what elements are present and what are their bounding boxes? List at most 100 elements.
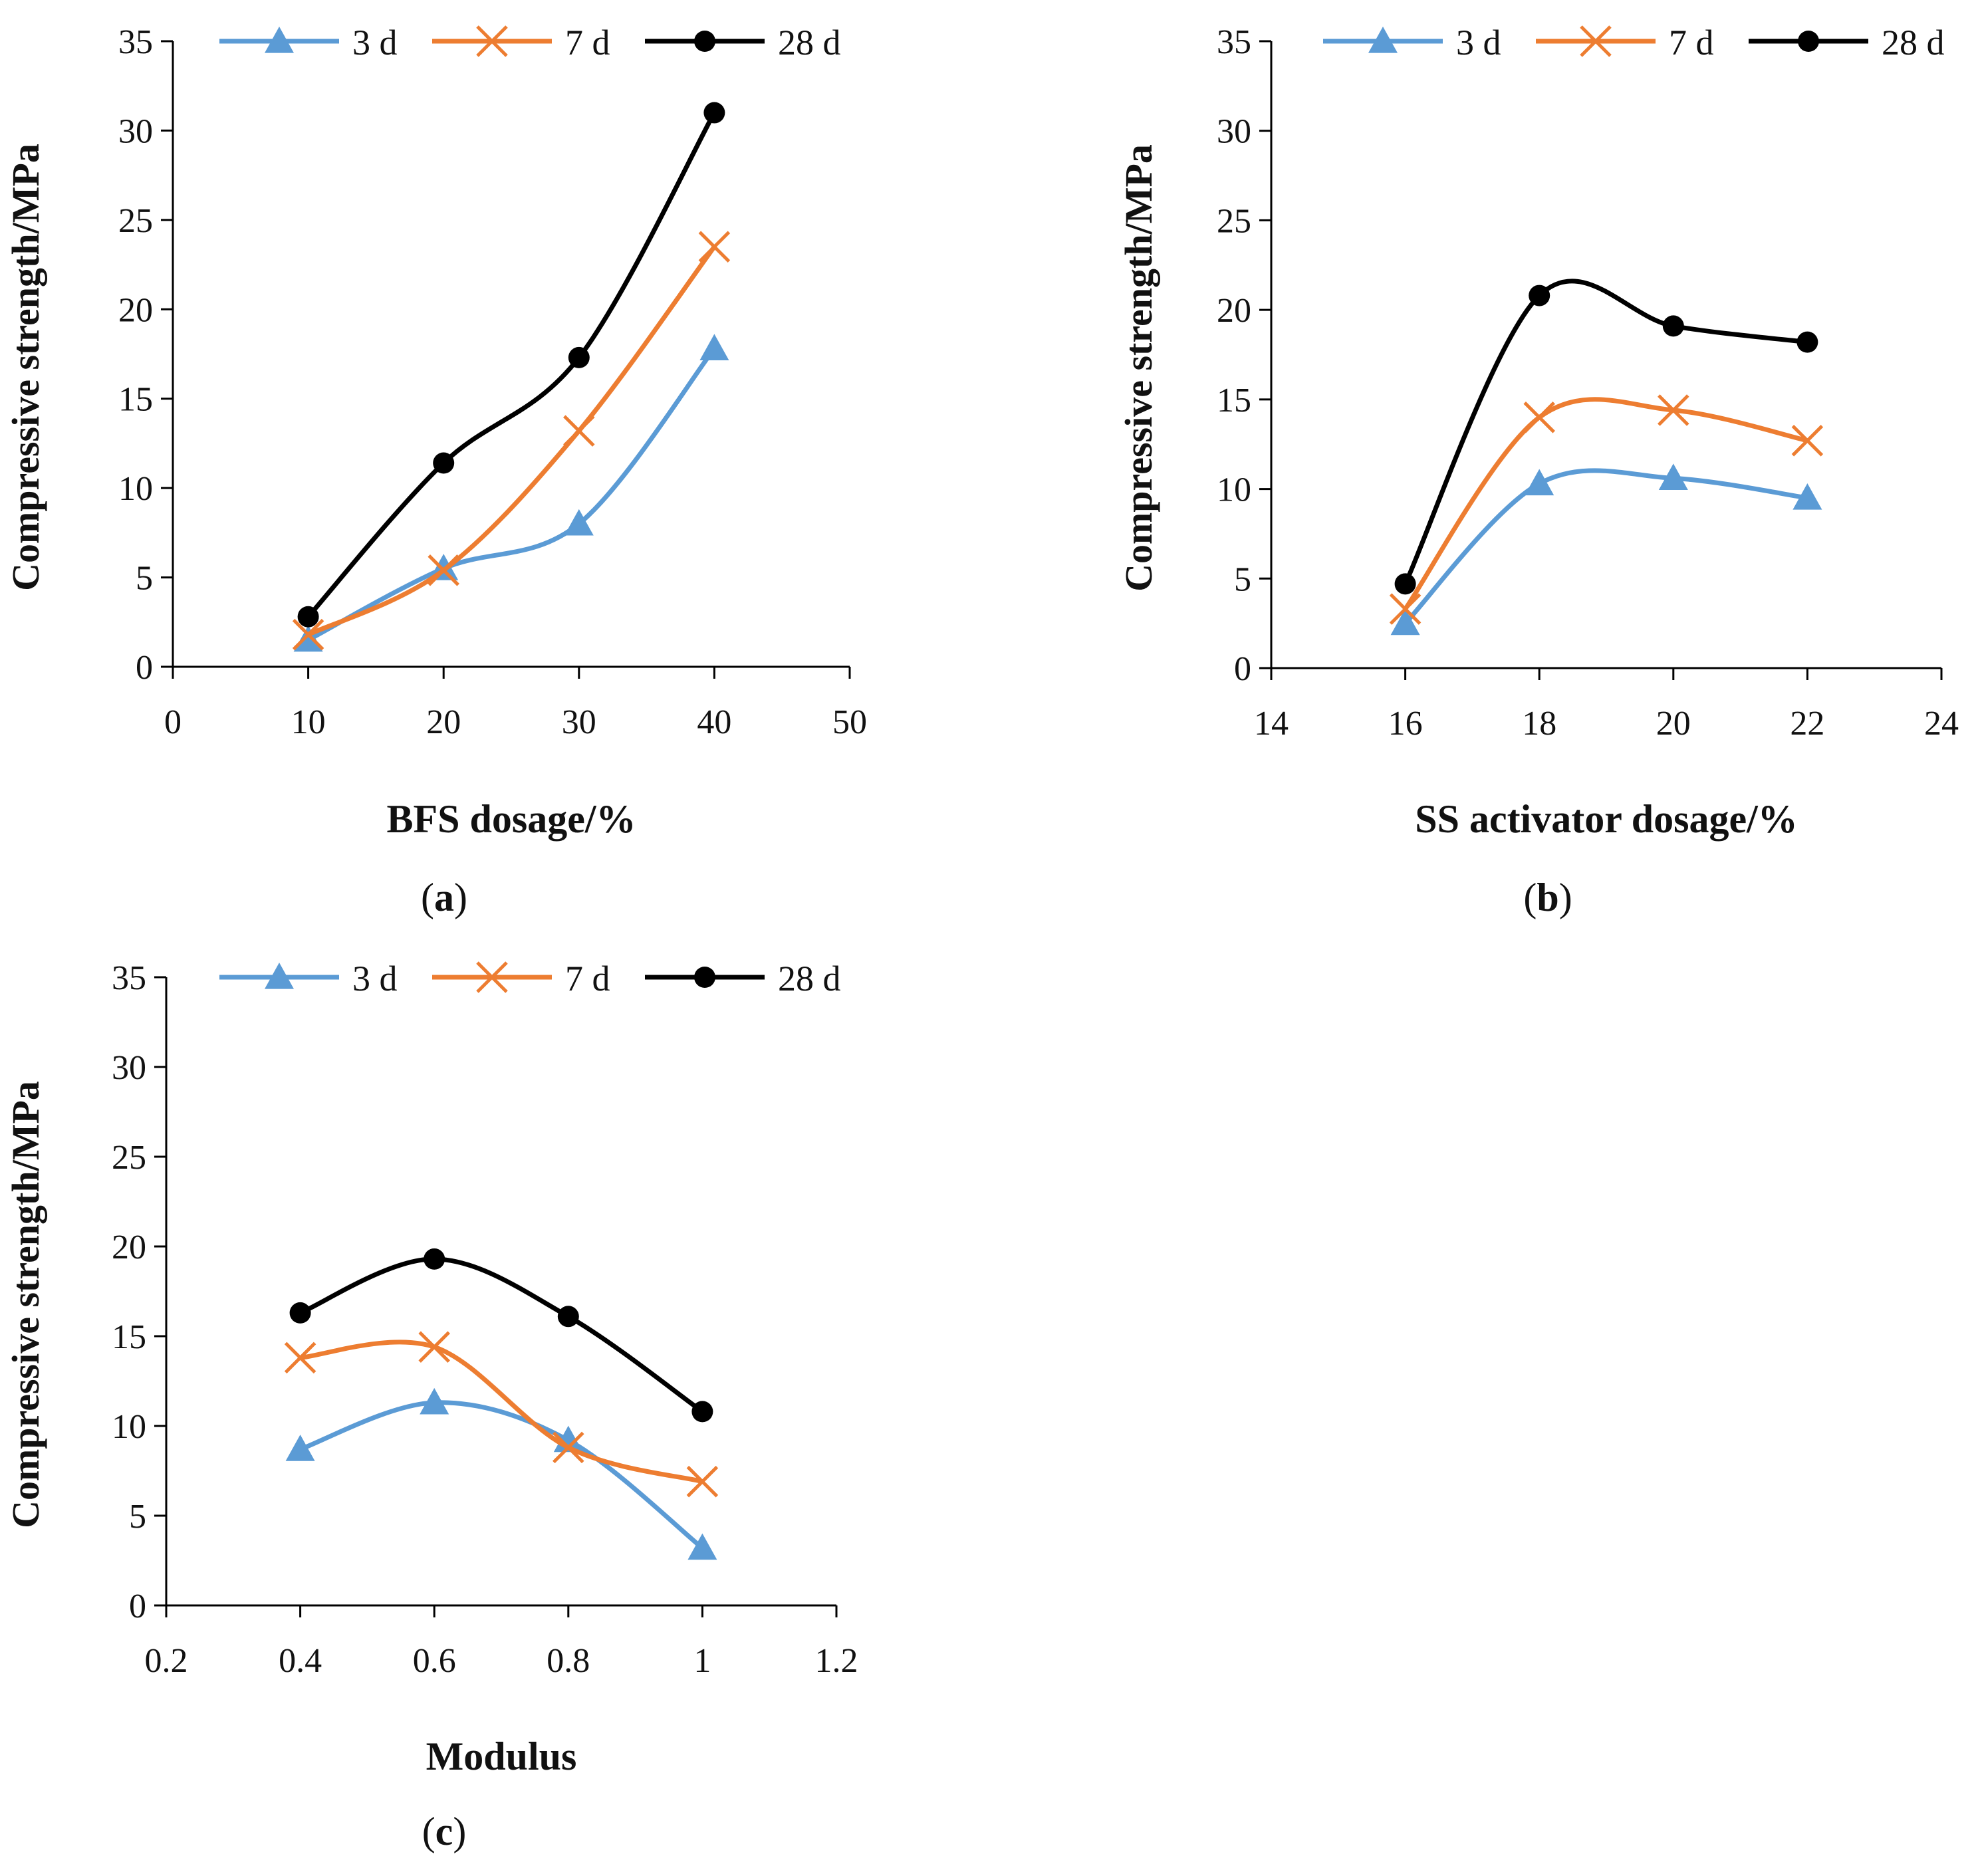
legend-label: 7 d xyxy=(565,23,610,62)
data-point xyxy=(1658,463,1688,491)
y-tick-label: 10 xyxy=(118,470,153,508)
data-point xyxy=(553,1431,584,1464)
y-tick-label: 10 xyxy=(1217,471,1251,509)
x-tick-label: 18 xyxy=(1522,705,1556,743)
data-point xyxy=(1791,425,1824,457)
data-point xyxy=(1658,394,1689,426)
y-tick-label: 20 xyxy=(1217,292,1251,330)
chart-panel-c: 0 5 10 15 20 25 30 35 0.2 0.4 0.6 0.8 1 1.2 Modulus Com… xyxy=(4,959,858,1853)
y-tick-label: 5 xyxy=(1234,560,1251,598)
series-3d xyxy=(293,334,729,652)
y-tick-label: 15 xyxy=(112,1318,146,1356)
x-tick-label: 10 xyxy=(291,703,326,741)
y-axis-title: Compressive strength/MPa xyxy=(4,144,47,591)
legend-label: 28 d xyxy=(1882,23,1945,62)
data-point xyxy=(1793,483,1822,510)
data-point xyxy=(1662,315,1684,337)
panel-letter: c xyxy=(435,1810,453,1853)
x-tick-label: 1 xyxy=(693,1642,711,1680)
y-tick-label: 30 xyxy=(118,112,153,150)
y-tick-label: 10 xyxy=(112,1408,146,1446)
data-point xyxy=(698,231,731,263)
x-axis-title: SS activator dosage/% xyxy=(1415,797,1798,841)
legend-label: 7 d xyxy=(1669,23,1714,62)
x-tick-label: 0 xyxy=(164,703,182,741)
legend-marker xyxy=(1798,31,1819,52)
panel-letter: a xyxy=(434,876,454,919)
legend-label: 28 d xyxy=(778,23,841,62)
chart-panel-b: 0 5 10 15 20 25 30 35 14 16 18 20 22 24 SS activator d… xyxy=(1117,23,1959,919)
data-point xyxy=(1389,593,1422,625)
series-line xyxy=(1403,279,1810,586)
y-tick-label: 35 xyxy=(1217,23,1251,61)
x-tick-label: 0.6 xyxy=(413,1642,456,1680)
y-tick-label: 15 xyxy=(118,381,153,419)
y-axis-title: Compressive strength/MPa xyxy=(4,1081,47,1528)
series-7d xyxy=(292,231,731,651)
data-point xyxy=(424,1248,445,1270)
chart-panel-a: 0 5 10 15 20 25 30 35 0 10 20 30 40 50 BFS dosage/% Com… xyxy=(4,23,867,919)
legend-marker xyxy=(1580,25,1612,57)
y-tick-label: 5 xyxy=(129,1498,146,1536)
x-axis-title: Modulus xyxy=(426,1734,577,1778)
y-tick-label: 25 xyxy=(118,202,153,240)
legend-label: 3 d xyxy=(352,959,398,998)
x-tick-label: 50 xyxy=(832,703,867,741)
x-tick-label: 0.8 xyxy=(547,1642,590,1680)
legend-marker xyxy=(1368,27,1398,53)
data-point xyxy=(284,1342,316,1374)
legend-marker xyxy=(476,25,508,57)
legend-marker xyxy=(694,967,715,988)
x-tick-label: 1.2 xyxy=(815,1642,858,1680)
y-tick-label: 20 xyxy=(112,1229,146,1266)
legend: 3 d 7 d 28 d xyxy=(219,959,841,998)
data-point xyxy=(1529,285,1550,306)
data-point xyxy=(418,1331,450,1363)
x-tick-label: 16 xyxy=(1388,705,1423,743)
data-point xyxy=(289,1302,311,1324)
series-28d xyxy=(297,102,725,628)
data-point xyxy=(293,625,323,652)
data-point xyxy=(563,415,595,447)
panel-label: (a) xyxy=(421,876,467,919)
x-tick-label: 24 xyxy=(1924,705,1959,743)
legend: 3 d 7 d 28 d xyxy=(1323,23,1945,62)
y-tick-label: 30 xyxy=(112,1049,146,1087)
series-line xyxy=(298,1256,705,1414)
legend-marker xyxy=(265,963,294,989)
data-point xyxy=(687,1533,717,1560)
legend-marker xyxy=(476,961,508,993)
data-point xyxy=(292,618,324,651)
series-line xyxy=(1403,397,1810,612)
panel-label: (c) xyxy=(422,1810,467,1853)
data-point xyxy=(1796,331,1818,353)
data-point xyxy=(1394,573,1416,595)
data-point xyxy=(420,1387,449,1415)
y-tick-label: 0 xyxy=(1234,650,1251,688)
legend: 3 d 7 d 28 d xyxy=(219,23,841,62)
x-tick-label: 0.4 xyxy=(279,1642,322,1680)
data-point xyxy=(428,554,459,586)
legend-marker xyxy=(694,31,715,52)
legend-marker xyxy=(265,27,294,53)
series-line xyxy=(298,1340,705,1484)
series-line xyxy=(298,1400,705,1551)
series-7d xyxy=(1389,394,1824,625)
data-point xyxy=(433,452,455,474)
series-line xyxy=(306,110,717,620)
panel-letter: b xyxy=(1537,876,1558,919)
series-28d xyxy=(1394,279,1818,595)
data-point xyxy=(568,346,590,368)
series-7d xyxy=(284,1331,719,1498)
x-tick-label: 0.2 xyxy=(145,1642,188,1680)
data-point xyxy=(1525,469,1554,496)
legend-label: 3 d xyxy=(1456,23,1501,62)
series-line xyxy=(1403,468,1810,626)
y-tick-label: 25 xyxy=(112,1139,146,1177)
x-tick-label: 20 xyxy=(426,703,461,741)
x-tick-label: 30 xyxy=(562,703,596,741)
legend-label: 3 d xyxy=(352,23,398,62)
series-28d xyxy=(289,1248,713,1423)
y-tick-label: 5 xyxy=(136,560,153,598)
